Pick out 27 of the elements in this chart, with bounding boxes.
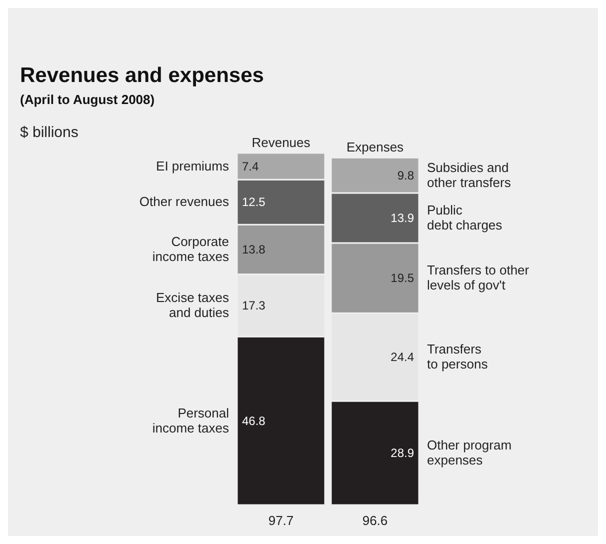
x-tick-label: Expenses xyxy=(346,140,404,155)
series-label: Subsidies and other transfers xyxy=(427,160,512,190)
total-label: 97.7 xyxy=(268,513,294,528)
series-label: Public debt charges xyxy=(427,202,503,232)
data-label: 19.5 xyxy=(390,271,414,286)
series-label: Personal income taxes xyxy=(152,405,230,436)
data-label: 17.3 xyxy=(242,298,266,312)
x-tick-label: Revenues xyxy=(252,135,311,150)
series-label: Excise taxes and duties xyxy=(156,290,230,320)
text: (April to August 2008) xyxy=(20,92,155,107)
total-label: 96.6 xyxy=(362,513,388,528)
series-label: Transfers to persons xyxy=(427,342,488,372)
series-label: Transfers to other levels of gov't xyxy=(427,262,530,293)
data-label: 24.4 xyxy=(390,350,414,364)
data-label: 13.8 xyxy=(242,242,266,256)
data-label: 7.4 xyxy=(242,159,260,174)
data-label: 9.8 xyxy=(397,168,414,182)
series-label: Other program expenses xyxy=(427,437,512,468)
data-label: 46.8 xyxy=(242,414,266,428)
data-label: 28.9 xyxy=(390,446,414,460)
data-label: 12.5 xyxy=(242,195,266,210)
series-label: Corporate income taxes xyxy=(152,234,230,264)
data-label: 13.9 xyxy=(390,210,414,225)
chart-title: Revenues and expenses xyxy=(20,64,264,87)
series-label: Other revenues xyxy=(139,194,230,210)
text: $ billions xyxy=(20,124,78,141)
series-label: EI premiums xyxy=(156,158,230,174)
